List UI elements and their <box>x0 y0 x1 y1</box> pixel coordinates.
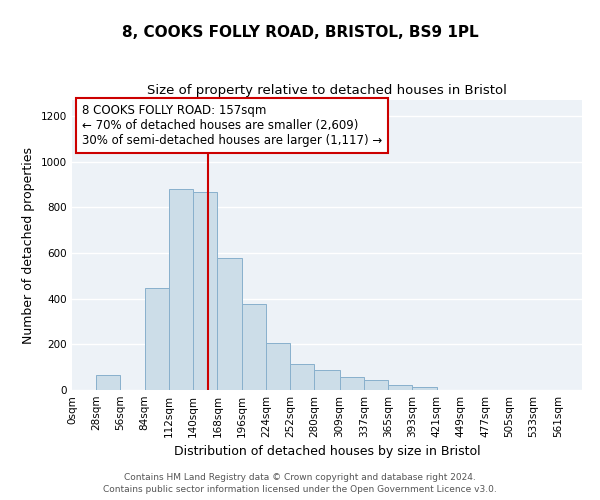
Bar <box>412 386 437 390</box>
Bar <box>388 386 412 390</box>
Bar <box>290 364 314 390</box>
Bar <box>217 258 242 390</box>
Bar <box>169 189 193 390</box>
X-axis label: Distribution of detached houses by size in Bristol: Distribution of detached houses by size … <box>173 446 481 458</box>
Bar <box>193 192 217 390</box>
Text: Contains public sector information licensed under the Open Government Licence v3: Contains public sector information licen… <box>103 485 497 494</box>
Bar <box>314 370 340 390</box>
Bar <box>340 378 364 390</box>
Text: 8 COOKS FOLLY ROAD: 157sqm
← 70% of detached houses are smaller (2,609)
30% of s: 8 COOKS FOLLY ROAD: 157sqm ← 70% of deta… <box>82 104 382 148</box>
Bar <box>242 304 266 390</box>
Bar <box>364 380 388 390</box>
Text: 8, COOKS FOLLY ROAD, BRISTOL, BS9 1PL: 8, COOKS FOLLY ROAD, BRISTOL, BS9 1PL <box>122 25 478 40</box>
Title: Size of property relative to detached houses in Bristol: Size of property relative to detached ho… <box>147 84 507 98</box>
Bar <box>266 343 290 390</box>
Bar <box>145 288 169 390</box>
Bar <box>96 375 121 390</box>
Y-axis label: Number of detached properties: Number of detached properties <box>22 146 35 344</box>
Text: Contains HM Land Registry data © Crown copyright and database right 2024.: Contains HM Land Registry data © Crown c… <box>124 474 476 482</box>
